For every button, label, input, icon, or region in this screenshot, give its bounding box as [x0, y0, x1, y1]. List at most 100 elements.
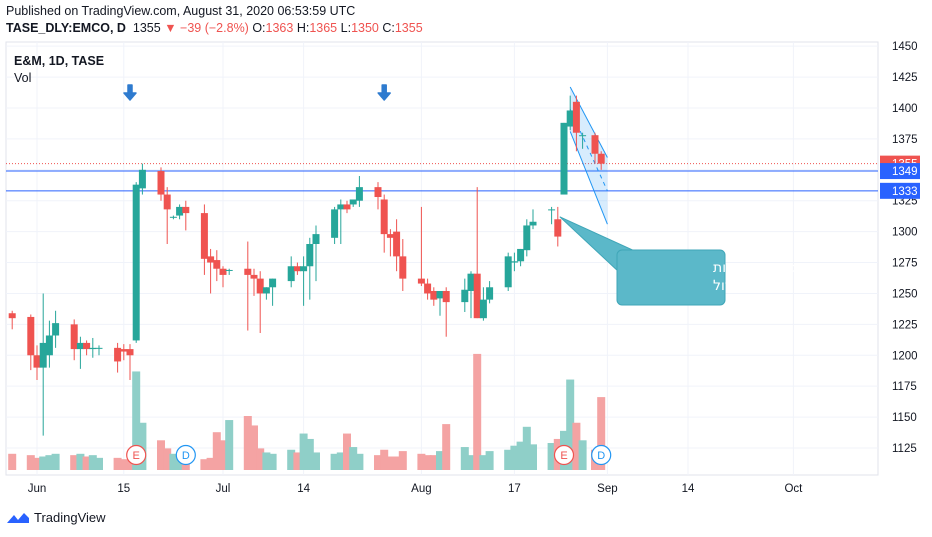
price-change: −39 (−2.8%): [180, 21, 249, 35]
candle-body: [343, 204, 351, 210]
volume-label: Vol: [14, 71, 32, 85]
candle-body: [33, 355, 41, 368]
volume-bar: [113, 457, 122, 470]
volume-bar: [473, 353, 482, 470]
candle-body: [436, 290, 444, 299]
down-triangle-icon: ▼: [164, 21, 177, 35]
volume-bar: [262, 452, 271, 470]
x-tick-label: Aug: [411, 483, 431, 495]
volume-bar: [343, 433, 351, 470]
candle-body: [157, 171, 165, 195]
candle-body: [504, 256, 512, 288]
high-label: H:: [296, 21, 310, 35]
candle-body: [430, 290, 438, 300]
candle-body: [473, 273, 481, 319]
volume-bar: [250, 425, 258, 470]
x-tick-label: Oct: [784, 483, 803, 495]
x-tick-label: 15: [117, 483, 130, 495]
down-arrow-marker-icon: [123, 84, 137, 101]
candle-body: [331, 209, 339, 238]
volume-bar: [299, 433, 308, 470]
earnings-marker: [126, 444, 147, 466]
volume-bar: [374, 455, 382, 470]
candle-body: [349, 199, 357, 205]
volume-bar: [51, 453, 60, 470]
price-badge-label: 1349: [892, 166, 918, 178]
volume-bar: [479, 455, 488, 470]
volume-bar: [336, 452, 345, 470]
candle-body: [399, 256, 407, 279]
volume-bar: [547, 443, 556, 470]
volume-bar: [355, 453, 364, 470]
candle-body: [355, 187, 363, 201]
candle-body: [256, 278, 264, 294]
candle-body: [591, 135, 599, 154]
x-tick-label: 14: [682, 483, 695, 495]
volume-bar: [597, 397, 606, 470]
volume-bar: [429, 455, 438, 470]
last-price: 1355: [132, 21, 161, 35]
candle-body: [126, 349, 134, 356]
volume-bar: [95, 457, 103, 470]
volume-bar: [225, 420, 234, 470]
candle-body: [417, 278, 425, 284]
volume-bar: [380, 449, 389, 470]
volume-bar: [442, 424, 451, 470]
volume-bar: [163, 448, 172, 470]
footer-brand: TradingView: [34, 510, 106, 525]
candle-body: [467, 273, 475, 291]
volume-bar: [460, 447, 469, 470]
volume-bar: [33, 457, 41, 470]
volume-bar: [243, 416, 252, 470]
candle-body: [262, 287, 270, 294]
volume-bar: [132, 371, 141, 470]
volume-bar: [45, 455, 54, 470]
close-label: C:: [382, 21, 395, 35]
candle-body: [163, 194, 171, 210]
volume-bar: [417, 453, 426, 470]
x-tick-label: 17: [508, 483, 521, 495]
candle-body: [225, 269, 233, 271]
ticker-line: TASE_DLY:EMCO, D 1355 ▼ −39 (−2.8%) O:13…: [6, 21, 423, 35]
candle-body: [114, 347, 122, 362]
callout-text: פריצה בדוחות: [713, 260, 796, 276]
volume-bar: [349, 447, 358, 470]
volume-bar: [88, 455, 97, 470]
volume-bar: [287, 449, 296, 470]
candle-body: [169, 216, 177, 218]
callout-text: במחזור גדול: [713, 278, 786, 294]
candle-body: [200, 213, 208, 259]
candle-body: [293, 266, 301, 272]
candle-body: [529, 221, 537, 226]
volume-bar: [386, 456, 395, 470]
candle-body: [424, 283, 432, 294]
price-badge: [880, 182, 920, 199]
dividend-marker-letter: D: [182, 450, 190, 462]
candle-body: [138, 169, 146, 189]
open-value: 1363: [265, 21, 294, 35]
volume-bar: [516, 441, 525, 470]
y-tick-label: 1275: [892, 258, 918, 270]
candle-body: [461, 289, 469, 303]
candle-body: [132, 184, 140, 341]
volume-bar: [330, 453, 339, 470]
candle-body: [306, 244, 314, 267]
candle-body: [579, 135, 587, 137]
callout-box: [616, 249, 726, 306]
candle-body: [250, 274, 258, 279]
candle-body: [287, 266, 295, 282]
volume-bar: [200, 459, 209, 470]
volume-bar: [436, 451, 444, 470]
candle-body: [300, 266, 308, 272]
x-tick-label: Jul: [216, 483, 231, 495]
volume-bar: [268, 453, 277, 470]
candle-body: [269, 278, 277, 288]
y-tick-label: 1400: [892, 103, 918, 115]
candle-body: [45, 335, 53, 356]
candle-body: [380, 199, 388, 235]
volume-bar: [522, 426, 531, 470]
x-tick-label: Sep: [597, 483, 617, 495]
open-label: O:: [252, 21, 266, 35]
y-tick-label: 1375: [892, 134, 918, 146]
